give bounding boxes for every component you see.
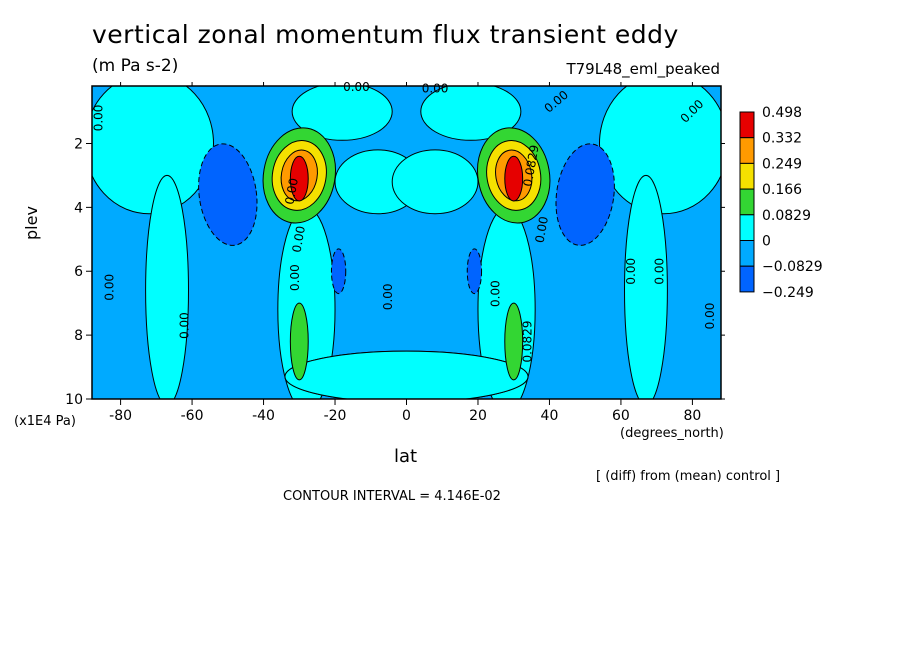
x-tick-label: 40 — [541, 408, 559, 424]
y-tick-label: 4 — [74, 200, 83, 216]
y-tick-label: 2 — [74, 136, 83, 152]
red-core-south-mirror — [504, 155, 524, 202]
y-axis-units: (x1E4 Pa) — [14, 414, 76, 429]
legend-swatch — [739, 162, 755, 190]
chart-units: (m Pa s-2) — [92, 56, 179, 76]
cyan-region-bottom-mirror — [284, 350, 529, 399]
contour-label: 0.00 — [343, 80, 370, 94]
cyan-region-top-mirror — [420, 86, 522, 141]
x-tick-label: -40 — [252, 408, 275, 424]
legend-swatch — [739, 214, 755, 242]
contour-label: 0.00 — [422, 82, 449, 96]
legend-swatch — [739, 265, 755, 293]
contour-label: 0.00 — [703, 303, 717, 330]
legend-level-label: 0.332 — [762, 131, 802, 147]
x-tick-label: 20 — [469, 408, 487, 424]
contour-label: 0.00 — [92, 105, 106, 132]
x-tick-label: 80 — [683, 408, 701, 424]
cyan-region-south-upper-mirror — [599, 86, 721, 215]
contour-label: 0.00 — [653, 258, 667, 285]
chart-title: vertical zonal momentum flux transient e… — [92, 20, 679, 49]
x-axis-label: lat — [394, 446, 418, 467]
negative-patch-south-mirror — [466, 248, 483, 295]
cyan-region-equator-mirror — [391, 149, 479, 215]
contour-label: 0.0829 — [521, 321, 535, 363]
contour-label: 0.00 — [624, 258, 638, 285]
legend-level-label: 0.0829 — [762, 208, 811, 224]
x-tick-label: 0 — [402, 408, 411, 424]
negative-patch-south — [330, 248, 347, 295]
contour-interval: CONTOUR INTERVAL = 4.146E-02 — [283, 489, 501, 504]
contour-label: 0.00 — [177, 312, 191, 339]
y-tick-label: 10 — [65, 392, 83, 408]
contour-label: 0.00 — [533, 215, 551, 244]
difference-note: [ (diff) from (mean) control ] — [596, 469, 781, 484]
contour-label: 0.00 — [288, 264, 302, 291]
cyan-region-top — [291, 86, 393, 141]
contour-label: 0.00 — [282, 177, 300, 206]
green-patch-south-lower — [289, 302, 309, 381]
legend-level-label: −0.249 — [762, 285, 814, 301]
green-patch-south-lower-mirror — [504, 302, 524, 381]
cyan-region-south-upper — [92, 86, 214, 215]
cyan-region-south-lower — [145, 174, 189, 399]
legend-swatch — [739, 137, 755, 164]
x-tick-label: -60 — [181, 408, 204, 424]
legend-level-label: 0 — [762, 234, 771, 250]
legend-level-label: 0.249 — [762, 156, 802, 172]
legend-level-label: 0.498 — [762, 105, 802, 121]
x-tick-label: -20 — [324, 408, 347, 424]
legend-level-label: 0.166 — [762, 182, 802, 198]
legend-level-label: −0.0829 — [762, 259, 823, 275]
x-tick-label: 60 — [612, 408, 630, 424]
legend-swatch — [739, 111, 755, 139]
red-core-south — [289, 155, 309, 202]
legend-swatch — [739, 188, 755, 216]
x-axis-units: (degrees_north) — [620, 426, 724, 441]
y-tick-label: 6 — [74, 264, 83, 280]
negative-core-south — [198, 143, 258, 246]
x-tick-label: -80 — [109, 408, 132, 424]
legend-swatch — [739, 240, 755, 267]
contour-label: 0.00 — [290, 225, 308, 254]
contour-label: 0.00 — [102, 274, 116, 301]
negative-core-south-mirror — [555, 143, 615, 246]
contour-label: 0.00 — [488, 280, 502, 307]
contour-label: 0.00 — [381, 283, 395, 310]
cyan-region-south-lower-mirror — [624, 174, 668, 399]
experiment-label: T79L48_eml_peaked — [566, 60, 720, 78]
y-tick-label: 8 — [74, 328, 83, 344]
